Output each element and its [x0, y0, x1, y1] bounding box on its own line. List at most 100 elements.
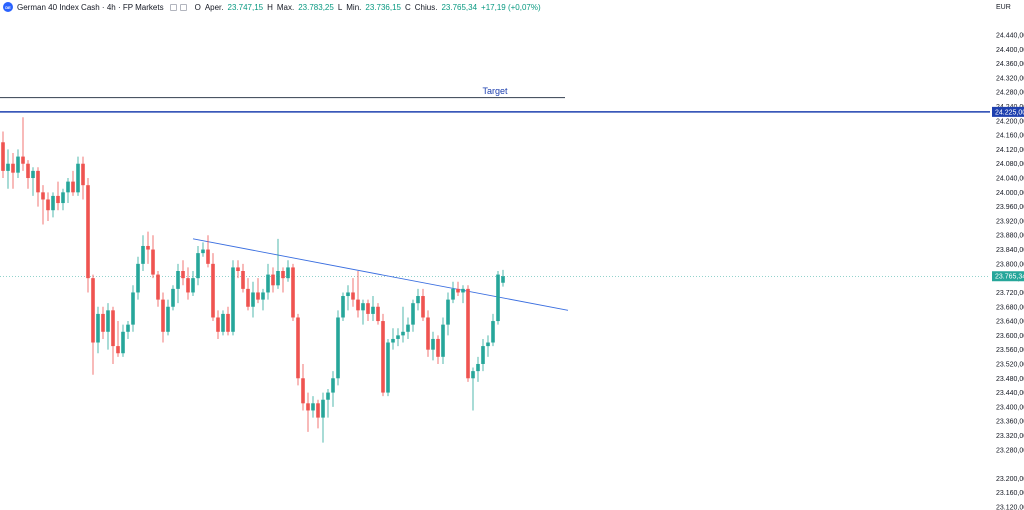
- candle[interactable]: [181, 260, 185, 286]
- candle[interactable]: [106, 303, 110, 350]
- candle[interactable]: [11, 153, 15, 189]
- candle[interactable]: [41, 185, 45, 225]
- candle[interactable]: [91, 274, 95, 375]
- candle[interactable]: [331, 371, 335, 407]
- candle[interactable]: [231, 260, 235, 336]
- candle[interactable]: [36, 167, 40, 207]
- candle[interactable]: [51, 192, 55, 218]
- candle[interactable]: [406, 317, 410, 339]
- candle[interactable]: [96, 306, 100, 354]
- candle[interactable]: [271, 267, 275, 293]
- candle[interactable]: [16, 149, 20, 179]
- candle[interactable]: [401, 306, 405, 343]
- candle[interactable]: [426, 310, 430, 357]
- candle[interactable]: [466, 285, 470, 382]
- candle[interactable]: [376, 303, 380, 325]
- candle[interactable]: [441, 317, 445, 364]
- candle[interactable]: [336, 310, 340, 386]
- candle[interactable]: [241, 263, 245, 293]
- candle[interactable]: [176, 263, 180, 304]
- candle[interactable]: [101, 306, 105, 339]
- candle[interactable]: [381, 313, 385, 397]
- candle[interactable]: [416, 288, 420, 311]
- candle[interactable]: [421, 288, 425, 322]
- candle[interactable]: [266, 263, 270, 300]
- candle[interactable]: [126, 321, 130, 339]
- candle[interactable]: [201, 242, 205, 257]
- settings-icon[interactable]: [179, 3, 187, 11]
- candle[interactable]: [436, 335, 440, 364]
- candle[interactable]: [236, 260, 240, 279]
- candle[interactable]: [301, 363, 305, 411]
- candle[interactable]: [56, 181, 60, 211]
- candle[interactable]: [411, 299, 415, 332]
- candle[interactable]: [256, 278, 260, 304]
- candle[interactable]: [246, 278, 250, 311]
- candle[interactable]: [46, 192, 50, 221]
- last-price-badge[interactable]: 23.765,34: [992, 271, 1024, 282]
- candle[interactable]: [21, 117, 25, 171]
- candle[interactable]: [501, 269, 505, 287]
- candle[interactable]: [326, 389, 330, 418]
- candle[interactable]: [251, 281, 255, 318]
- candle[interactable]: [396, 328, 400, 347]
- candle[interactable]: [346, 285, 350, 311]
- candle[interactable]: [111, 306, 115, 364]
- candle[interactable]: [206, 235, 210, 268]
- candle[interactable]: [66, 178, 70, 204]
- candle[interactable]: [171, 285, 175, 311]
- trend-line[interactable]: [192, 238, 569, 311]
- candle[interactable]: [496, 271, 500, 325]
- candle[interactable]: [161, 292, 165, 343]
- candle[interactable]: [76, 156, 80, 196]
- candle[interactable]: [456, 281, 460, 297]
- candle[interactable]: [131, 285, 135, 332]
- candle[interactable]: [191, 271, 195, 297]
- candle[interactable]: [141, 235, 145, 271]
- candle[interactable]: [371, 296, 375, 322]
- candle[interactable]: [226, 306, 230, 336]
- target-price-badge[interactable]: 24.225,00: [992, 106, 1024, 117]
- candle[interactable]: [121, 324, 125, 357]
- candle[interactable]: [386, 338, 390, 397]
- candle[interactable]: [86, 178, 90, 293]
- candle[interactable]: [291, 263, 295, 322]
- candle[interactable]: [296, 313, 300, 386]
- candle[interactable]: [486, 335, 490, 357]
- candle[interactable]: [261, 288, 265, 311]
- candle[interactable]: [451, 281, 455, 304]
- candle[interactable]: [461, 285, 465, 304]
- candle[interactable]: [151, 235, 155, 279]
- candle[interactable]: [306, 392, 310, 432]
- candle[interactable]: [471, 367, 475, 411]
- candle[interactable]: [316, 399, 320, 429]
- candle[interactable]: [116, 321, 120, 357]
- candle[interactable]: [286, 260, 290, 282]
- candle[interactable]: [311, 396, 315, 418]
- candle[interactable]: [156, 271, 160, 307]
- currency-label[interactable]: EUR: [996, 4, 1011, 11]
- candle[interactable]: [391, 328, 395, 350]
- candle[interactable]: [81, 156, 85, 200]
- candle[interactable]: [356, 271, 360, 318]
- candle[interactable]: [61, 188, 65, 211]
- candle[interactable]: [6, 149, 10, 189]
- candle[interactable]: [491, 313, 495, 347]
- candle[interactable]: [26, 160, 30, 189]
- target-annotation[interactable]: Target: [482, 86, 508, 96]
- candle[interactable]: [216, 310, 220, 339]
- eye-icon[interactable]: [169, 3, 177, 11]
- candle[interactable]: [211, 253, 215, 322]
- candle[interactable]: [31, 167, 35, 196]
- candle[interactable]: [366, 299, 370, 322]
- candle[interactable]: [276, 238, 280, 289]
- candle[interactable]: [351, 278, 355, 307]
- candle[interactable]: [431, 331, 435, 361]
- candle[interactable]: [481, 338, 485, 372]
- candle[interactable]: [166, 299, 170, 336]
- candle[interactable]: [1, 131, 5, 179]
- candle[interactable]: [476, 356, 480, 382]
- candle[interactable]: [446, 292, 450, 336]
- candle[interactable]: [186, 267, 190, 300]
